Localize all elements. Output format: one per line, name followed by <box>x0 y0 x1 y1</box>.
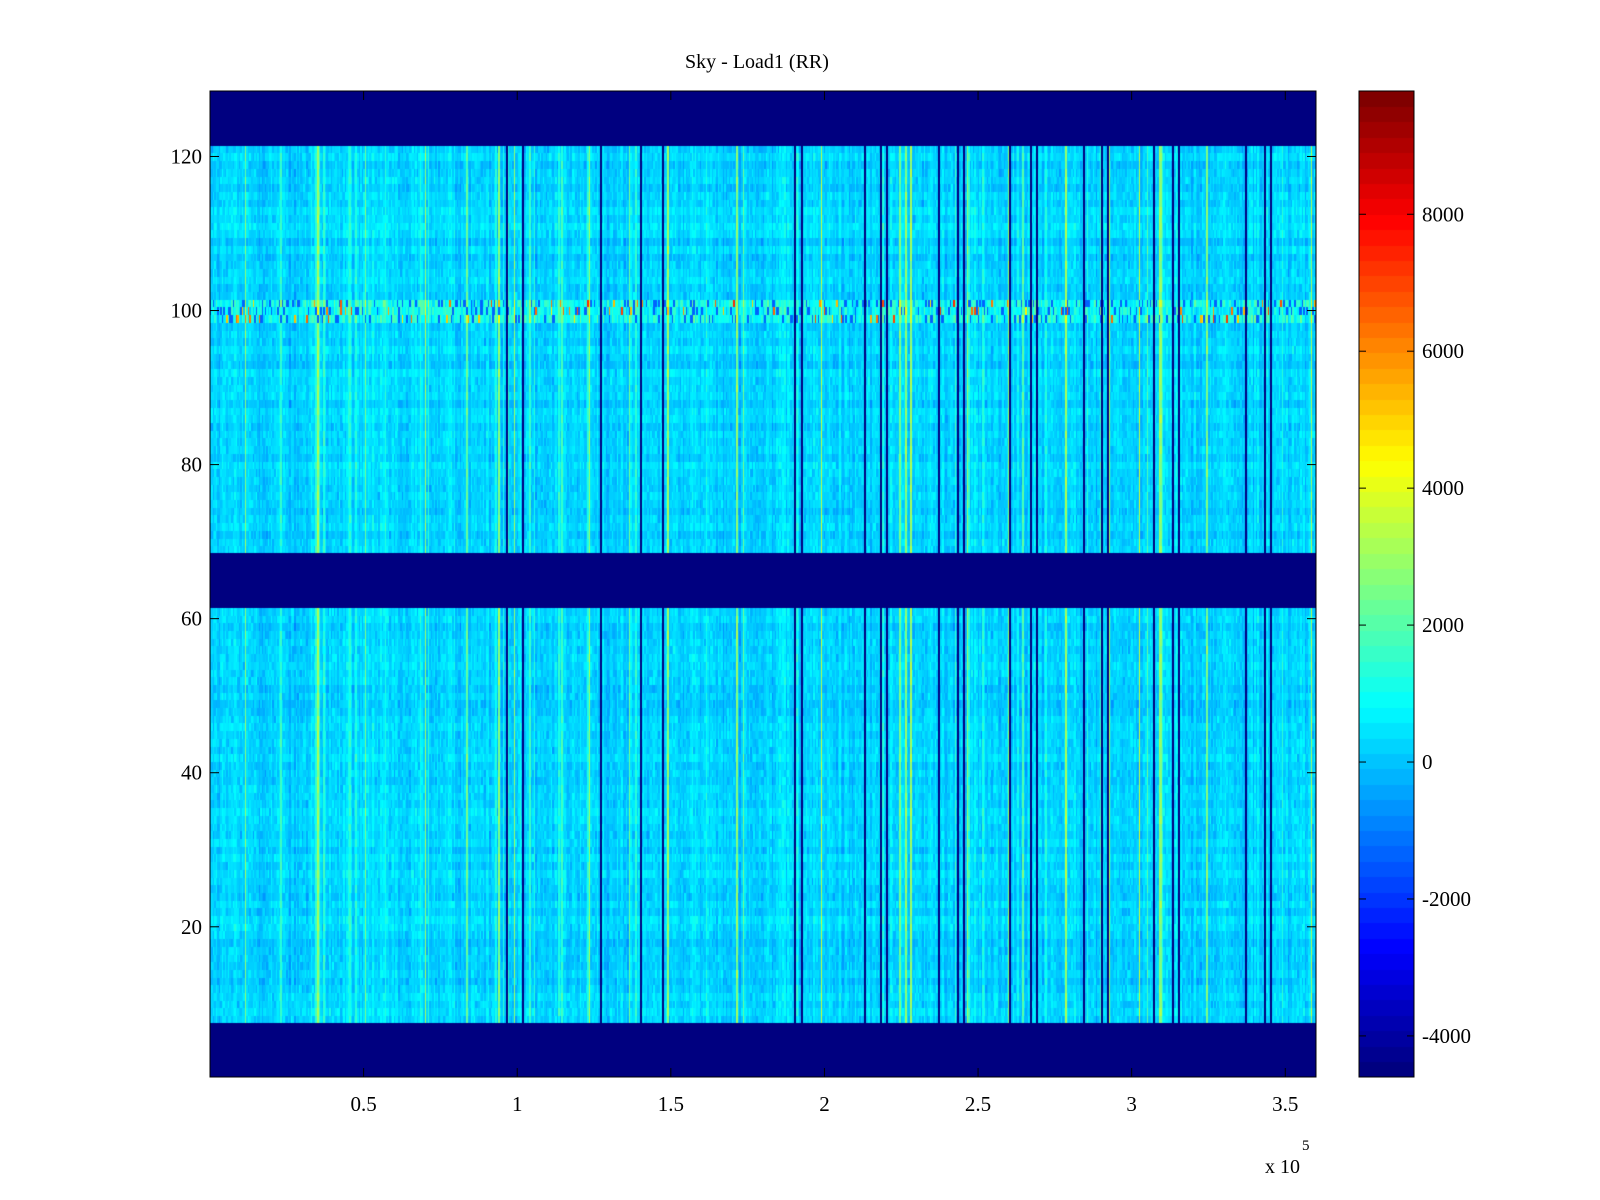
chart-title: Sky - Load1 (RR) <box>685 51 829 73</box>
colorbar-tick-label: 2000 <box>1422 613 1464 637</box>
colorbar-tick-label: -2000 <box>1422 887 1471 911</box>
x-tick-label: 2 <box>819 1092 830 1116</box>
colorbar-tick-label: -4000 <box>1422 1024 1471 1048</box>
colorbar-axis: -4000 -2000 0 2000 4000 6000 8000 <box>1359 202 1471 1048</box>
x-multiplier-label: x 10 <box>1265 1156 1300 1178</box>
plot-frame <box>209 90 1317 1078</box>
colorbar-tick-label: 4000 <box>1422 476 1464 500</box>
y-tick-label: 20 <box>181 915 202 939</box>
colorbar-frame <box>1358 90 1415 1078</box>
y-tick-label: 40 <box>181 761 202 785</box>
y-tick-label: 80 <box>181 453 202 477</box>
colorbar-tick-label: 8000 <box>1422 202 1464 226</box>
y-tick-label: 100 <box>171 299 203 323</box>
colorbar-tick-label: 0 <box>1422 750 1433 774</box>
y-axis: 20 40 60 80 100 120 <box>171 144 1316 939</box>
x-multiplier-exponent: 5 <box>1302 1138 1310 1154</box>
x-axis: 0.5 1 1.5 2 2.5 3 3.5 <box>350 91 1298 1116</box>
x-tick-label: 3 <box>1126 1092 1137 1116</box>
heatmap-plot-area: 0.5 1 1.5 2 2.5 3 3.5 20 40 60 80 100 120 x 10 5 <box>171 90 1317 1178</box>
y-tick-label: 60 <box>181 607 202 631</box>
heatmap-canvas <box>210 91 1316 1077</box>
x-tick-label: 3.5 <box>1272 1092 1298 1116</box>
x-tick-label: 1 <box>512 1092 523 1116</box>
colorbar: -4000 -2000 0 2000 4000 6000 8000 <box>1358 90 1471 1078</box>
colorbar-tick-label: 6000 <box>1422 339 1464 363</box>
y-tick-label: 120 <box>171 144 203 168</box>
x-tick-label: 0.5 <box>350 1092 376 1116</box>
x-axis-multiplier: x 10 5 <box>1265 1138 1310 1178</box>
x-tick-label: 1.5 <box>658 1092 684 1116</box>
x-tick-label: 2.5 <box>965 1092 991 1116</box>
